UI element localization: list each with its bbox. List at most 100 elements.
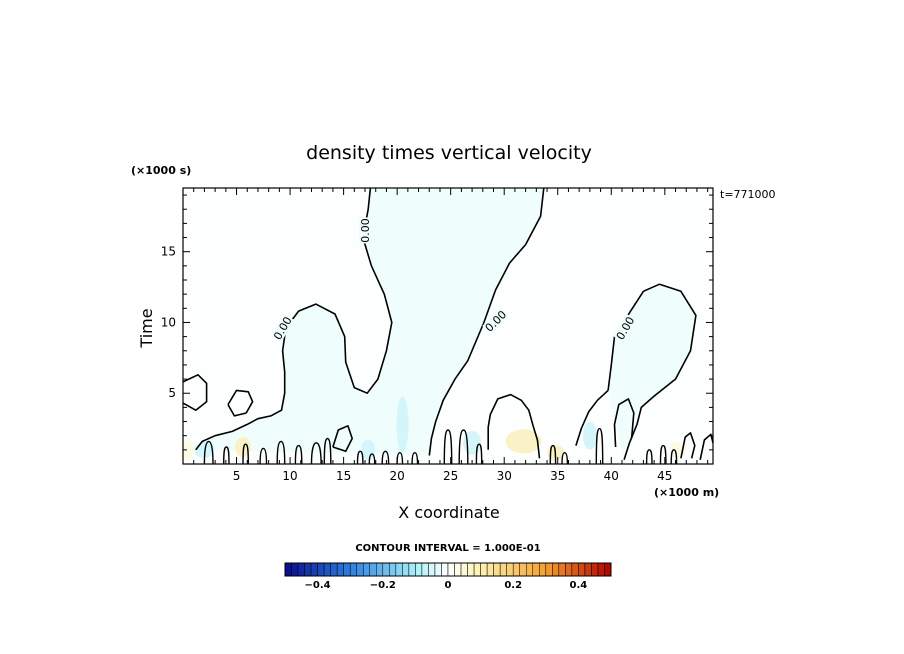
colorbar-cell — [512, 562, 520, 577]
colorbar-cell — [291, 562, 299, 577]
colorbar-cell — [428, 562, 436, 577]
colorbar-cell — [493, 562, 501, 577]
colorbar-cell — [304, 562, 312, 577]
colorbar-cell — [552, 562, 560, 577]
colorbar-cell — [532, 562, 540, 577]
colorbar-cell — [441, 562, 449, 577]
negative-patch — [361, 439, 376, 460]
negative-patch — [582, 421, 597, 450]
colorbar-cell — [460, 562, 468, 577]
surface-contour-cell — [259, 447, 268, 465]
colorbar: −0.4 −0.2 0 0.2 0.4 — [284, 562, 612, 591]
colorbar-cell — [525, 562, 534, 577]
x-axis-title: X coordinate — [398, 503, 499, 522]
surface-contour-cell — [203, 440, 214, 465]
plot-frame — [182, 187, 714, 465]
surface-contour-cell — [323, 437, 332, 465]
colorbar-cell — [571, 562, 579, 577]
surface-contour-cell — [381, 450, 390, 465]
colorbar-cell — [434, 562, 442, 577]
zero-contour-line — [487, 393, 541, 459]
x-tick-label: 35 — [550, 469, 565, 483]
colorbar-cell — [545, 562, 553, 577]
colorbar-cell — [310, 562, 318, 577]
colorbar-tick-label: 0 — [445, 580, 452, 591]
x-axis-unit: (×1000 m) — [654, 486, 719, 499]
colorbar-cell — [376, 562, 384, 577]
zero-contour-line — [332, 425, 353, 453]
colorbar-cell — [499, 562, 507, 577]
colorbar-frame — [284, 562, 612, 577]
colorbar-cell — [447, 562, 455, 577]
colorbar-cell — [382, 562, 390, 577]
colorbar-cell — [584, 562, 592, 577]
colorbar-cell — [565, 562, 573, 577]
time-stamp: t=771000 — [720, 188, 776, 201]
y-tick-label: 10 — [161, 315, 176, 329]
colorbar-cell — [284, 562, 292, 577]
positive-patch — [234, 437, 251, 458]
zero-contour-line — [575, 389, 609, 446]
colorbar-cell — [578, 562, 586, 577]
zero-contour-line — [182, 374, 208, 411]
surface-contour-cell — [561, 451, 569, 465]
surface-contour-cell — [475, 443, 483, 465]
x-tick-label: 5 — [233, 469, 241, 483]
contour-label: 0.00 — [359, 218, 372, 243]
colorbar-cell — [317, 562, 325, 577]
surface-contour-cell — [276, 440, 286, 465]
colorbar-cell — [356, 562, 364, 577]
colorbar-cell — [467, 562, 475, 577]
zero-contour-line — [613, 398, 635, 448]
zero-contour-line — [699, 433, 714, 460]
contour-label-bg — [359, 217, 372, 244]
zero-contours — [182, 187, 714, 465]
colorbar-cell — [539, 562, 547, 577]
colorbar-cell — [597, 562, 605, 577]
colorbar-cell — [480, 562, 488, 577]
surface-contour-cell — [242, 443, 249, 465]
colorbar-cell — [454, 562, 462, 577]
x-tick-label: 45 — [657, 469, 672, 483]
surface-contour-cell — [310, 442, 322, 465]
colorbar-cell — [362, 562, 371, 577]
negative-region — [195, 188, 544, 456]
colorbar-cell — [389, 562, 397, 577]
contour-label-bg — [613, 313, 637, 343]
colorbar-cell — [349, 562, 357, 577]
surface-contour-cell — [294, 444, 303, 465]
surface-contour-cell — [549, 444, 557, 465]
surface-contour-cell — [411, 451, 419, 465]
colorbar-cell — [343, 562, 351, 577]
y-axis-title: Time — [137, 308, 156, 348]
surface-contour-cell — [443, 429, 453, 465]
x-tick-label: 20 — [390, 469, 405, 483]
colorbar-cell — [473, 562, 481, 577]
zero-contour-line — [428, 187, 545, 456]
colorbar-cell — [421, 562, 429, 577]
surface-contour-cell — [659, 444, 667, 465]
surface-contour-cell — [595, 427, 604, 465]
colorbar-cell — [558, 562, 566, 577]
colorbar-cell — [297, 562, 305, 577]
colorbar-cell — [395, 562, 403, 577]
colorbar-cell — [408, 562, 416, 577]
surface-contour-cell — [223, 446, 230, 465]
chart-title: density times vertical velocity — [306, 142, 592, 164]
axis-ticks: 5 10 15 20 25 30 35 40 45 5 10 15 — [161, 188, 713, 483]
colorbar-cell — [330, 562, 338, 577]
contour-label-bg — [270, 313, 295, 343]
y-tick-label: 5 — [168, 386, 176, 400]
surface-contour-cell — [458, 429, 469, 465]
colorbar-tick-label: 0.4 — [570, 580, 588, 591]
colorbar-cell — [415, 562, 423, 577]
x-tick-label: 25 — [443, 469, 458, 483]
zero-contour-line — [195, 187, 393, 451]
colorbar-cell — [591, 562, 599, 577]
x-tick-label: 30 — [497, 469, 512, 483]
x-tick-label: 15 — [336, 469, 351, 483]
y-tick-label: 15 — [161, 245, 176, 259]
x-tick-label: 10 — [282, 469, 297, 483]
